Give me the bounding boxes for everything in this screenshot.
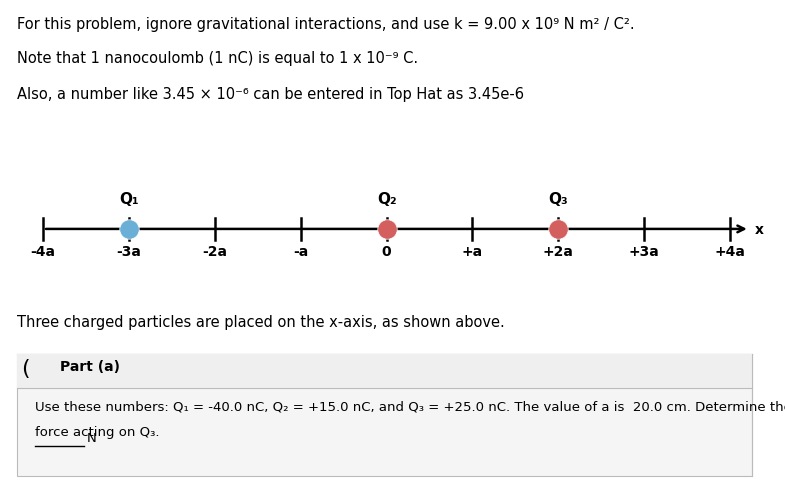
Text: -2a: -2a	[203, 245, 228, 259]
Text: Q₁: Q₁	[119, 192, 139, 207]
Text: -a: -a	[293, 245, 309, 259]
Text: +3a: +3a	[629, 245, 659, 259]
Text: +a: +a	[462, 245, 483, 259]
Text: For this problem, ignore gravitational interactions, and use k = 9.00 x 10⁹ N m²: For this problem, ignore gravitational i…	[17, 17, 635, 32]
Text: Q₂: Q₂	[377, 192, 396, 207]
Text: Q₃: Q₃	[549, 192, 568, 207]
Text: Note that 1 nanocoulomb (1 nC) is equal to 1 x 10⁻⁹ C.: Note that 1 nanocoulomb (1 nC) is equal …	[17, 51, 418, 66]
Text: Part (a): Part (a)	[60, 359, 120, 373]
Text: force acting on Q₃.: force acting on Q₃.	[35, 425, 159, 438]
Text: -4a: -4a	[31, 245, 56, 259]
Text: +2a: +2a	[543, 245, 574, 259]
FancyBboxPatch shape	[17, 354, 752, 476]
Text: 0: 0	[382, 245, 392, 259]
Text: Use these numbers: Q₁ = -40.0 nC, Q₂ = +15.0 nC, and Q₃ = +25.0 nC. The value of: Use these numbers: Q₁ = -40.0 nC, Q₂ = +…	[35, 400, 785, 413]
Text: Also, a number like 3.45 × 10⁻⁶ can be entered in Top Hat as 3.45e-6: Also, a number like 3.45 × 10⁻⁶ can be e…	[17, 86, 524, 101]
Text: Three charged particles are placed on the x-axis, as shown above.: Three charged particles are placed on th…	[17, 314, 505, 329]
Text: N: N	[86, 431, 96, 444]
Text: (: (	[21, 358, 30, 378]
Text: +4a: +4a	[714, 245, 746, 259]
Text: x: x	[755, 222, 764, 237]
FancyBboxPatch shape	[17, 354, 752, 388]
Text: -3a: -3a	[117, 245, 141, 259]
